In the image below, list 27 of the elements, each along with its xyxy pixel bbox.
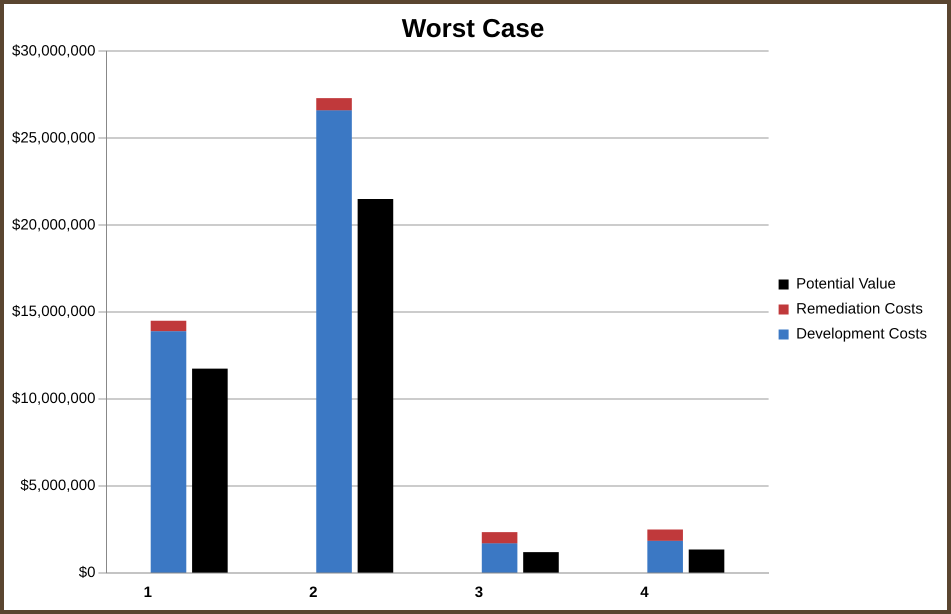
legend-label: Development Costs (796, 326, 928, 343)
y-tick-label: $25,000,000 (12, 129, 96, 146)
legend-label: Potential Value (796, 276, 896, 293)
x-tick-label: 1 (144, 584, 152, 602)
bar (316, 98, 352, 110)
bar (150, 320, 186, 332)
bar (150, 331, 186, 572)
x-tick-label: 3 (474, 584, 484, 602)
bar (482, 543, 518, 572)
y-tick-label: $0 (78, 564, 96, 582)
bar (358, 199, 394, 572)
legend-label: Remediation Costs (796, 300, 923, 318)
y-tick-label: $10,000,000 (12, 390, 96, 408)
y-tick-label: $5,000,000 (20, 477, 96, 494)
chart-title: Worst Case (402, 12, 544, 43)
y-tick-label: $30,000,000 (12, 42, 96, 60)
bar (647, 540, 683, 572)
x-tick-label: 4 (640, 584, 650, 602)
bar (523, 552, 559, 572)
bar (316, 110, 352, 572)
bar (688, 550, 724, 572)
bar (482, 532, 518, 544)
x-tick-label: 2 (309, 584, 318, 602)
y-tick-label: $20,000,000 (12, 216, 96, 234)
y-tick-label: $15,000,000 (12, 303, 96, 320)
bar (647, 530, 683, 541)
bar (192, 368, 228, 572)
